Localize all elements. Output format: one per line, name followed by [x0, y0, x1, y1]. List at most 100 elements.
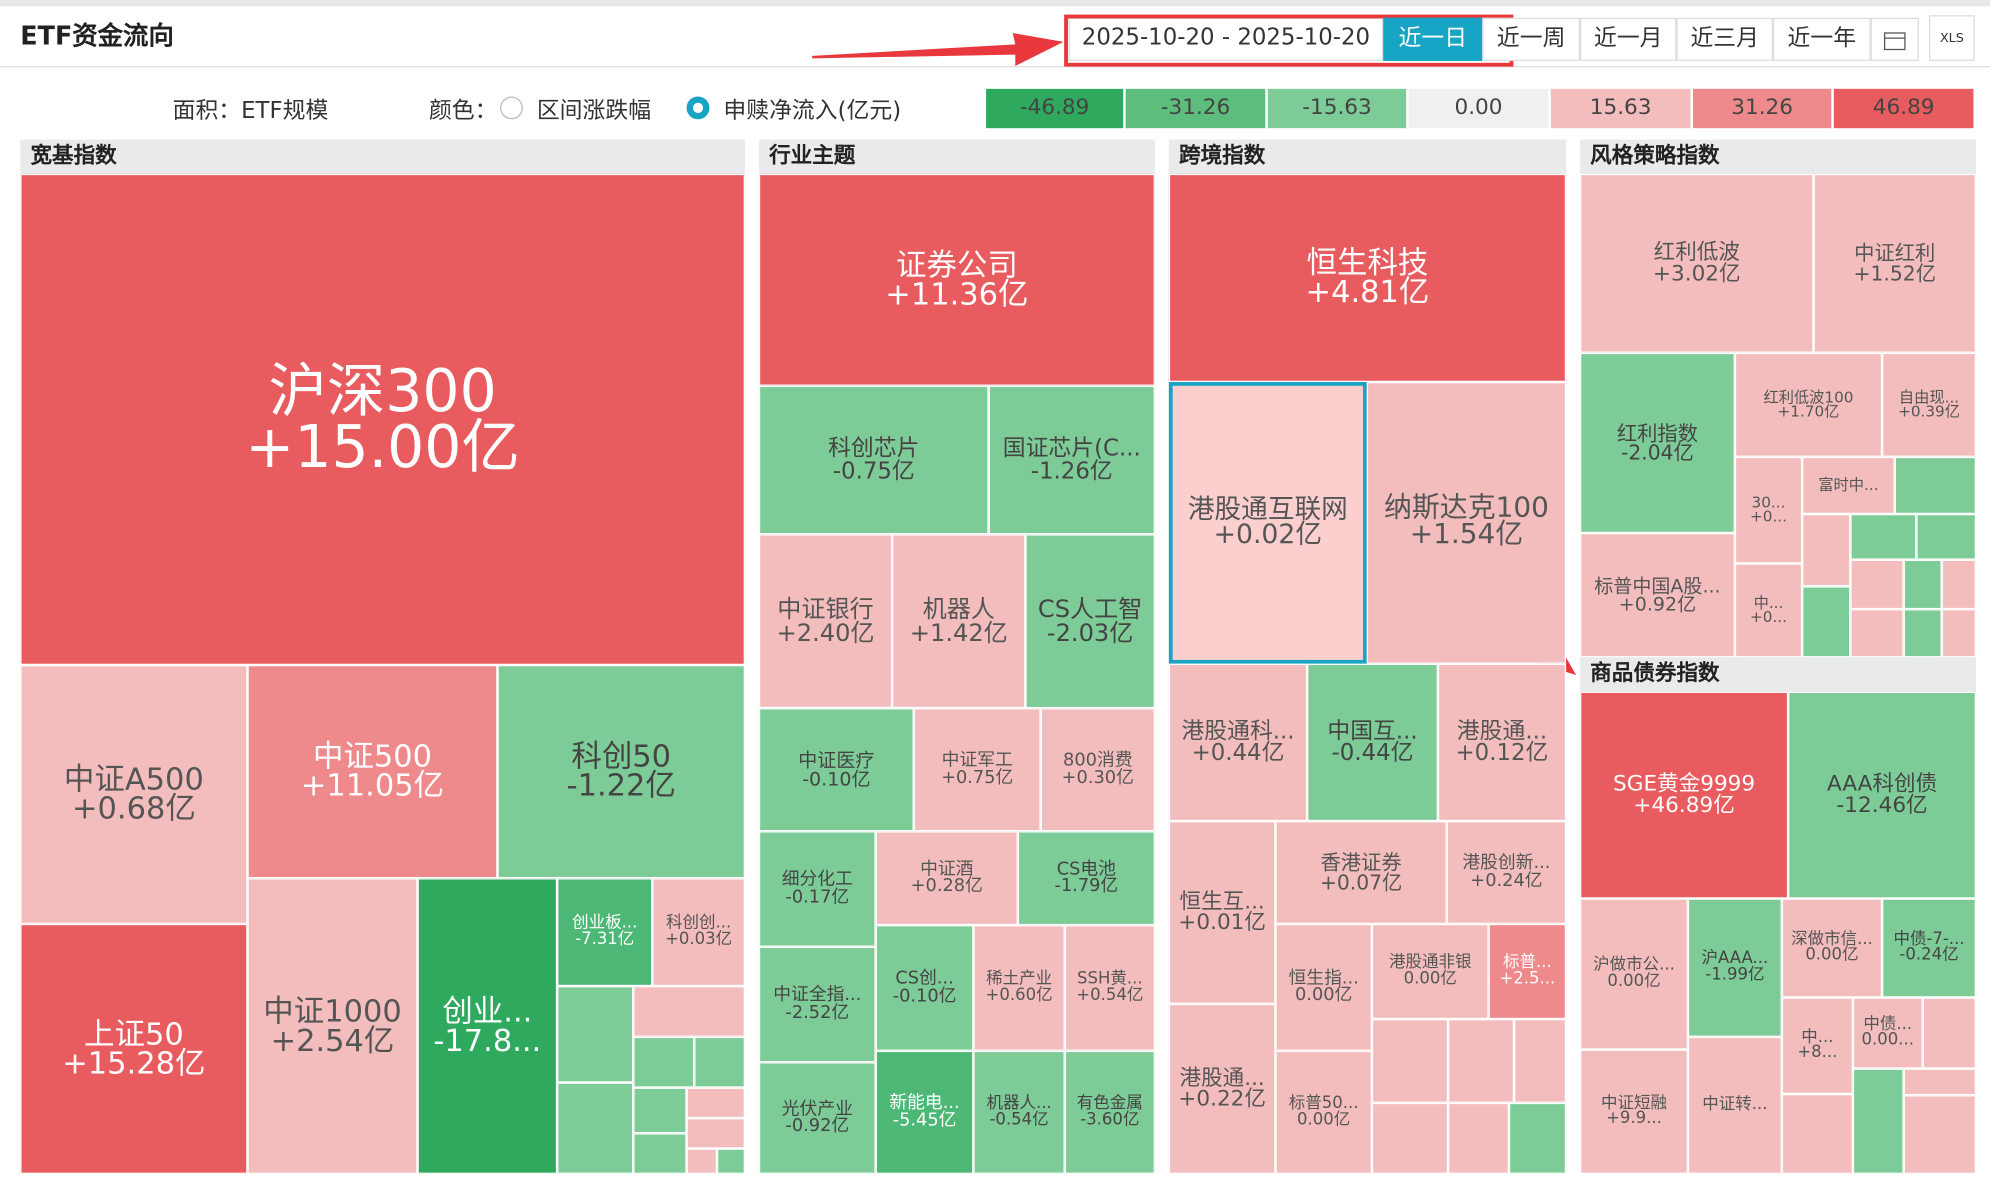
xls-button[interactable]: XLS — [1929, 15, 1975, 61]
treemap-tile[interactable]: 机器人... -0.54亿 — [973, 1050, 1065, 1174]
treemap-tile[interactable]: 国证芯片(C... -1.26亿 — [988, 385, 1155, 535]
treemap-tile[interactable]: 富时中... — [1802, 456, 1895, 514]
treemap-tile[interactable] — [1514, 1019, 1567, 1103]
treemap-tile[interactable] — [686, 1087, 745, 1119]
treemap-tile[interactable]: 沪做市公... 0.00亿 — [1580, 898, 1688, 1050]
treemap-tile[interactable] — [1941, 559, 1976, 610]
treemap-tile[interactable]: 创业板... -7.31亿 — [557, 878, 653, 987]
treemap-tile[interactable]: 中证全指... -2.52亿 — [758, 946, 876, 1063]
treemap-tile[interactable]: 中证短融 +9.9... — [1580, 1049, 1688, 1174]
treemap-tile[interactable] — [1802, 586, 1851, 658]
treemap-tile[interactable]: 机器人 +1.42亿 — [892, 534, 1026, 709]
treemap-tile[interactable] — [1903, 1095, 1976, 1174]
period-button[interactable]: 近一月 — [1580, 17, 1677, 61]
treemap-tile[interactable]: 标普中国A股... +0.92亿 — [1580, 533, 1735, 658]
treemap-tile[interactable] — [1448, 1102, 1509, 1174]
treemap-tile[interactable]: 光伏产业 -0.92亿 — [758, 1062, 876, 1174]
treemap-tile[interactable]: 红利低波 +3.02亿 — [1580, 173, 1814, 353]
treemap-tile[interactable] — [1371, 1019, 1449, 1103]
treemap-tile[interactable]: CS人工智 -2.03亿 — [1025, 534, 1155, 709]
treemap-tile[interactable] — [1903, 1068, 1976, 1096]
treemap-tile[interactable] — [633, 1087, 687, 1134]
treemap-tile[interactable]: 红利指数 -2.04亿 — [1580, 352, 1735, 534]
treemap-tile[interactable]: 30... +0... — [1734, 456, 1803, 564]
calendar-button[interactable] — [1870, 17, 1919, 61]
treemap-tile[interactable] — [694, 1036, 745, 1088]
treemap-tile[interactable]: 科创创... +0.03亿 — [652, 878, 745, 987]
treemap-tile[interactable] — [1903, 609, 1942, 658]
treemap-tile[interactable] — [1781, 1093, 1853, 1174]
treemap-tile[interactable]: 香港证券 +0.07亿 — [1275, 821, 1447, 924]
treemap-tile[interactable]: CS电池 -1.79亿 — [1017, 831, 1155, 926]
treemap-tile[interactable]: 中债... 0.00... — [1852, 997, 1923, 1069]
treemap-tile[interactable] — [1850, 513, 1917, 560]
treemap-tile[interactable] — [717, 1148, 745, 1174]
date-range[interactable]: 2025-10-20 - 2025-10-20 — [1068, 17, 1384, 61]
treemap-tile[interactable] — [1941, 609, 1976, 658]
treemap-tile[interactable]: 创业... -17.8... — [417, 878, 558, 1174]
treemap-tile[interactable]: 恒生互... +0.01亿 — [1168, 821, 1276, 1004]
treemap-tile[interactable]: 港股通... +0.12亿 — [1437, 663, 1567, 822]
period-button[interactable]: 近一周 — [1482, 17, 1581, 61]
period-button[interactable]: 近一年 — [1772, 17, 1871, 61]
treemap-tile[interactable]: 800消费 +0.30亿 — [1040, 708, 1155, 832]
treemap-tile[interactable]: 港股创新... +0.24亿 — [1446, 821, 1567, 924]
treemap-tile[interactable]: 科创50 -1.22亿 — [497, 665, 745, 879]
radio-label[interactable]: 申赎净流入(亿元) — [723, 97, 902, 125]
treemap-tile[interactable]: 稀土产业 +0.60亿 — [973, 925, 1065, 1051]
treemap-tile[interactable]: 新能电... -5.45亿 — [875, 1050, 974, 1174]
treemap-tile[interactable]: 港股通非银 0.00亿 — [1371, 923, 1489, 1020]
treemap-tile[interactable] — [1852, 1068, 1904, 1174]
treemap-tile[interactable] — [1802, 513, 1851, 587]
treemap-tile[interactable]: 中证酒 +0.28亿 — [875, 831, 1018, 926]
treemap-tile[interactable]: 科创芯片 -0.75亿 — [758, 385, 989, 535]
radio-label[interactable]: 区间涨跌幅 — [536, 97, 652, 125]
treemap-tile[interactable]: 中证1000 +2.54亿 — [247, 878, 418, 1174]
treemap-tile[interactable]: 有色金属 -3.60亿 — [1064, 1050, 1155, 1174]
treemap-tile[interactable]: 证券公司 +11.36亿 — [758, 173, 1155, 386]
treemap-tile[interactable]: 中证医疗 -0.10亿 — [758, 708, 914, 832]
treemap-tile[interactable]: 港股通科... +0.44亿 — [1168, 663, 1308, 822]
treemap-tile[interactable]: 自由现... +0.39亿 — [1882, 352, 1976, 457]
treemap-tile[interactable]: 深做市信... 0.00亿 — [1781, 898, 1883, 998]
period-button[interactable]: 近三月 — [1676, 17, 1773, 61]
treemap-tile[interactable]: 中证A500 +0.68亿 — [20, 665, 248, 924]
treemap-tile[interactable] — [1894, 456, 1976, 514]
treemap-tile[interactable]: 纳斯达克100 +1.54亿 — [1366, 381, 1567, 664]
treemap-tile[interactable]: 中... +0... — [1734, 563, 1803, 658]
treemap-tile[interactable]: 恒生科技 +4.81亿 — [1168, 173, 1567, 382]
treemap-tile[interactable]: 上证50 +15.28亿 — [20, 923, 248, 1174]
radio[interactable] — [500, 96, 523, 120]
period-button[interactable]: 近一日 — [1383, 17, 1483, 61]
treemap-tile[interactable]: 中债-7-... -0.24亿 — [1882, 898, 1976, 998]
treemap-tile[interactable] — [557, 986, 634, 1083]
radio-checked[interactable] — [686, 96, 710, 120]
treemap-tile[interactable] — [633, 986, 745, 1037]
treemap-tile[interactable] — [686, 1148, 718, 1174]
treemap-tile[interactable]: 中证红利 +1.52亿 — [1813, 173, 1976, 353]
treemap-tile[interactable]: 中证转... — [1687, 1036, 1782, 1174]
treemap-tile[interactable]: 标普... +2.5... — [1488, 923, 1567, 1020]
treemap-tile[interactable]: SGE黄金9999 +46.89亿 — [1580, 691, 1789, 899]
treemap-tile[interactable] — [1508, 1102, 1567, 1174]
treemap-tile[interactable] — [557, 1082, 634, 1174]
treemap-tile[interactable]: 中证银行 +2.40亿 — [758, 534, 893, 709]
treemap-tile[interactable]: CS创... -0.10亿 — [875, 925, 974, 1051]
treemap-tile[interactable] — [1371, 1102, 1449, 1174]
treemap-tile[interactable]: 中... +8... — [1781, 997, 1853, 1094]
treemap-tile[interactable]: 中国互... -0.44亿 — [1307, 663, 1438, 822]
treemap-tile[interactable]: SSH黄... +0.54亿 — [1064, 925, 1155, 1051]
treemap-tile[interactable] — [633, 1133, 687, 1174]
treemap-tile[interactable] — [1916, 513, 1976, 560]
treemap-tile[interactable] — [1850, 609, 1904, 658]
treemap-tile[interactable]: 沪AAA... -1.99亿 — [1687, 898, 1782, 1037]
treemap-tile[interactable]: 红利低波100 +1.70亿 — [1734, 352, 1883, 457]
treemap-tile[interactable] — [633, 1036, 695, 1088]
treemap-tile[interactable]: AAA科创债 -12.46亿 — [1788, 691, 1976, 899]
treemap-tile[interactable]: 标普50... 0.00亿 — [1275, 1050, 1372, 1174]
treemap-tile[interactable]: 港股通... +0.22亿 — [1168, 1003, 1276, 1174]
treemap-tile[interactable]: 沪深300 +15.00亿 — [20, 173, 745, 666]
treemap-tile[interactable] — [1903, 559, 1942, 610]
treemap-tile[interactable]: 中证军工 +0.75亿 — [913, 708, 1041, 832]
treemap-tile[interactable]: 中证500 +11.05亿 — [247, 665, 498, 879]
